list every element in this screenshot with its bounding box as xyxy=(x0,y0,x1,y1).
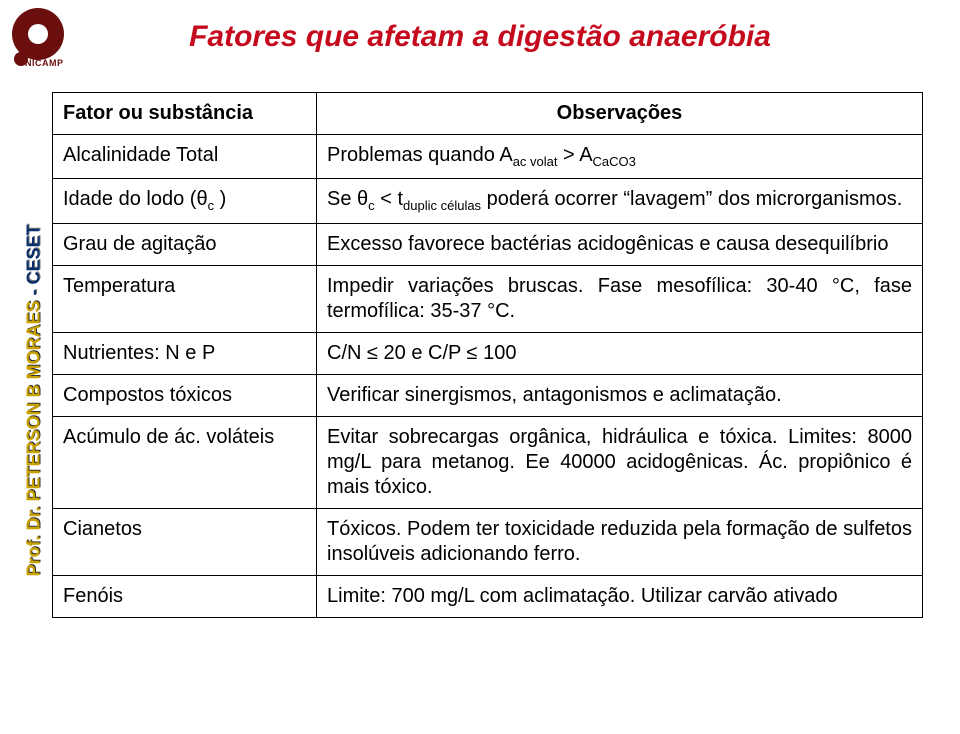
table-row: Fenóis Limite: 700 mg/L com aclimatação.… xyxy=(53,575,923,617)
cell-obs: Verificar sinergismos, antagonismos e ac… xyxy=(317,374,923,416)
cell-factor: Temperatura xyxy=(53,265,317,332)
side-name: PETERSON B MORAES xyxy=(24,300,44,501)
table-row: Nutrientes: N e P C/N ≤ 20 e C/P ≤ 100 xyxy=(53,332,923,374)
cell-obs: Se θc < tduplic células poderá ocorrer “… xyxy=(317,179,923,223)
cell-factor: Nutrientes: N e P xyxy=(53,332,317,374)
cell-factor: Acúmulo de ác. voláteis xyxy=(53,416,317,508)
table-row: Idade do lodo (θc ) Se θc < tduplic célu… xyxy=(53,179,923,223)
side-author-label: Prof. Dr. PETERSON B MORAES - CESET xyxy=(4,140,30,700)
cell-factor: Grau de agitação xyxy=(53,223,317,265)
brand-short-label: UNICAMP xyxy=(18,58,64,68)
cell-obs: Evitar sobrecargas orgânica, hidráulica … xyxy=(317,416,923,508)
cell-factor: Cianetos xyxy=(53,508,317,575)
side-sep: - xyxy=(24,284,44,295)
side-author-rotated: Prof. Dr. PETERSON B MORAES - CESET xyxy=(24,121,45,681)
table-row: Grau de agitação Excesso favorece bactér… xyxy=(53,223,923,265)
cell-obs: Problemas quando Aac volat > ACaCO3 xyxy=(317,135,923,179)
cell-obs: Limite: 700 mg/L com aclimatação. Utiliz… xyxy=(317,575,923,617)
cell-obs: Tóxicos. Podem ter toxicidade reduzida p… xyxy=(317,508,923,575)
table-row: Compostos tóxicos Verificar sinergismos,… xyxy=(53,374,923,416)
table-row: Acúmulo de ác. voláteis Evitar sobrecarg… xyxy=(53,416,923,508)
factors-table: Fator ou substância Observações Alcalini… xyxy=(52,92,923,618)
side-org: CESET xyxy=(24,224,44,284)
cell-obs: Excesso favorece bactérias acidogênicas … xyxy=(317,223,923,265)
page-title: Fatores que afetam a digestão anaeróbia xyxy=(0,20,960,54)
cell-obs: Impedir variações bruscas. Fase mesofíli… xyxy=(317,265,923,332)
cell-factor: Fenóis xyxy=(53,575,317,617)
table-header-row: Fator ou substância Observações xyxy=(53,93,923,135)
table-row: Alcalinidade Total Problemas quando Aac … xyxy=(53,135,923,179)
cell-factor: Compostos tóxicos xyxy=(53,374,317,416)
cell-factor: Alcalinidade Total xyxy=(53,135,317,179)
slide-page: UNICAMP Fatores que afetam a digestão an… xyxy=(0,0,960,734)
table-row: Temperatura Impedir variações bruscas. F… xyxy=(53,265,923,332)
side-prof: Prof. Dr. xyxy=(24,507,44,577)
col-header-factor: Fator ou substância xyxy=(53,93,317,135)
table-row: Cianetos Tóxicos. Podem ter toxicidade r… xyxy=(53,508,923,575)
cell-factor: Idade do lodo (θc ) xyxy=(53,179,317,223)
table-body: Alcalinidade Total Problemas quando Aac … xyxy=(53,135,923,618)
col-header-obs: Observações xyxy=(317,93,923,135)
cell-obs: C/N ≤ 20 e C/P ≤ 100 xyxy=(317,332,923,374)
